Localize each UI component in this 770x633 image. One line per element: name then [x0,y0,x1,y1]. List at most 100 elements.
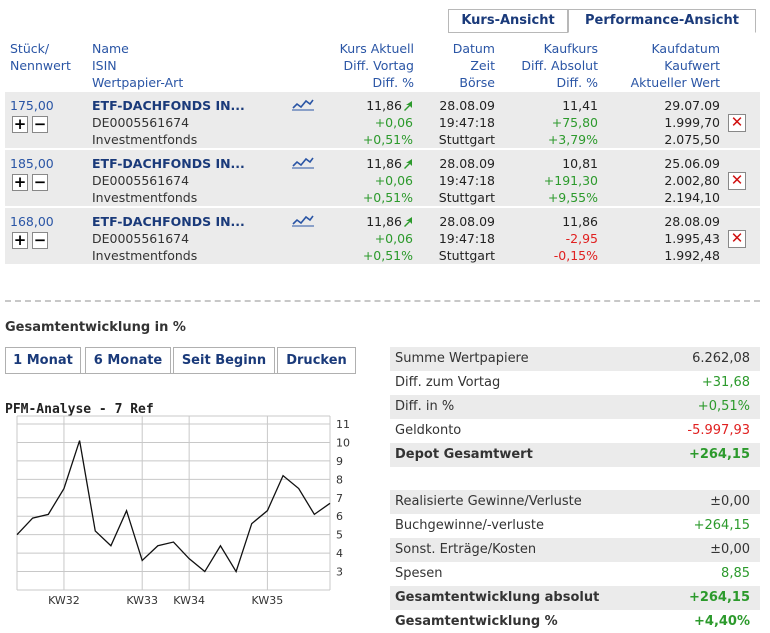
summary-row: Geldkonto -5.997,93 [390,419,760,443]
kurs-aktuell: 11,86 [305,155,413,172]
boerse: Stuttgart [438,190,495,205]
header-label: Kaufkurs [543,41,598,56]
header-label: Kurs Aktuell [339,41,414,56]
header-label: Aktueller Wert [630,75,720,90]
kurs-value: 11,86 [366,98,402,113]
summary-value: -5.997,93 [687,423,750,438]
decrease-button[interactable]: − [32,173,48,191]
x-tick-label: KW32 [48,594,80,607]
close-icon[interactable]: ✕ [728,114,746,132]
decrease-button[interactable]: − [32,231,48,249]
y-tick-label: 7 [336,492,343,505]
kaufdatum: 25.06.09 [664,156,720,171]
increase-button[interactable]: + [12,231,28,249]
boerse: Stuttgart [438,132,495,147]
summary-value: +264,15 [688,447,750,462]
tab-kurs-ansicht[interactable]: Kurs-Ansicht [448,9,568,33]
header-label: Nennwert [10,58,71,73]
performance-chart: 3 4 5 6 7 8 9 10 11 KW32 KW33 KW34 KW35 [16,415,350,607]
quantity: 168,00 [10,214,54,229]
security-name-link[interactable]: ETF-DACHFONDS IN... [92,156,245,171]
header-label: Kaufdatum [651,41,720,56]
kaufkurs: 10,81 [562,156,598,171]
increase-button[interactable]: + [12,173,28,191]
isin: DE0005561674 [92,115,190,130]
trend-chart-icon[interactable] [292,97,314,111]
tab-1-monat[interactable]: 1 Monat [5,347,81,374]
close-icon[interactable]: ✕ [728,172,746,190]
up-arrow-icon [404,159,412,169]
diff-vortag: +0,06 [374,231,413,246]
summary-row: Sonst. Erträge/Kosten ±0,00 [390,538,760,562]
diff-percent: +0,51% [362,190,413,205]
increase-button[interactable]: + [12,115,28,133]
header-label: Wertpapier-Art [92,75,184,90]
decrease-button[interactable]: − [32,115,48,133]
header-label: Diff. % [372,75,414,90]
header-label: Diff. % [556,75,598,90]
header-label: Kaufwert [664,58,720,73]
kaufkurs: 11,41 [562,98,598,113]
summary-label: Diff. zum Vortag [395,375,501,390]
diff-vortag: +0,06 [374,173,413,188]
diff-absolut: +75,80 [551,115,598,130]
header-stueck: Stück/ Nennwert [10,40,71,74]
y-tick-label: 6 [336,510,343,523]
up-arrow-icon [404,217,412,227]
diff-absolut-percent: -0,15% [553,248,598,263]
y-tick-label: 4 [336,547,343,560]
diff-absolut: +191,30 [543,173,598,188]
security-name-link[interactable]: ETF-DACHFONDS IN... [92,98,245,113]
section-title: Gesamtentwicklung in % [5,320,186,335]
datum: 28.08.09 [439,156,495,171]
x-tick-label: KW33 [126,594,158,607]
diff-absolut: -2,95 [565,231,598,246]
header-label: Diff. Absolut [521,58,598,73]
summary-row: Summe Wertpapiere 6.262,08 [390,347,760,371]
y-tick-label: 11 [336,418,350,431]
isin: DE0005561674 [92,173,190,188]
x-tick-label: KW35 [252,594,284,607]
kurs-aktuell: 11,86 [305,213,413,230]
kurs-value: 11,86 [366,156,402,171]
tab-6-monate[interactable]: 6 Monate [85,347,171,374]
summary-label: Buchgewinne/-verluste [395,518,544,533]
diff-vortag: +0,06 [374,115,413,130]
datum: 28.08.09 [439,98,495,113]
zeit: 19:47:18 [438,231,495,246]
kaufwert: 2.002,80 [664,173,720,188]
header-label: Datum [452,41,495,56]
header-label: Börse [459,75,495,90]
summary-value: +0,51% [697,399,750,414]
summary-label: Gesamtentwicklung absolut [395,590,600,605]
header-kurs: Kurs Aktuell Diff. Vortag Diff. % [300,40,414,91]
kurs-value: 11,86 [366,214,402,229]
drucken-button[interactable]: Drucken [277,347,356,374]
kaufwert: 1.995,43 [664,231,720,246]
y-tick-label: 9 [336,455,343,468]
trend-chart-icon[interactable] [292,213,314,227]
summary-value: +264,15 [688,590,750,605]
chart-title: PFM-Analyse - 7 Ref [5,402,154,417]
summary-value: 8,85 [721,566,750,581]
header-name: Name ISIN Wertpapier-Art [92,40,183,91]
series-line [16,440,331,574]
summary-row: Diff. in % +0,51% [390,395,760,419]
trend-chart-icon[interactable] [292,155,314,169]
tab-performance-ansicht[interactable]: Performance-Ansicht [568,9,756,33]
security-name-link[interactable]: ETF-DACHFONDS IN... [92,214,245,229]
header-label: Stück/ [10,41,50,56]
summary-value: ±0,00 [710,542,750,557]
summary-label: Depot Gesamtwert [395,447,533,462]
diff-percent: +0,51% [362,248,413,263]
summary-row: Depot Gesamtwert +264,15 [390,443,760,467]
header-label: Name [92,41,129,56]
close-icon[interactable]: ✕ [728,230,746,248]
summary-label: Summe Wertpapiere [395,351,529,366]
tab-seit-beginn[interactable]: Seit Beginn [173,347,275,374]
zeit: 19:47:18 [438,173,495,188]
x-tick-label: KW34 [173,594,205,607]
summary-label: Gesamtentwicklung % [395,614,558,629]
table-row: 168,00 + − ETF-DACHFONDS IN... DE0005561… [5,208,760,264]
y-tick-label: 10 [336,436,350,449]
